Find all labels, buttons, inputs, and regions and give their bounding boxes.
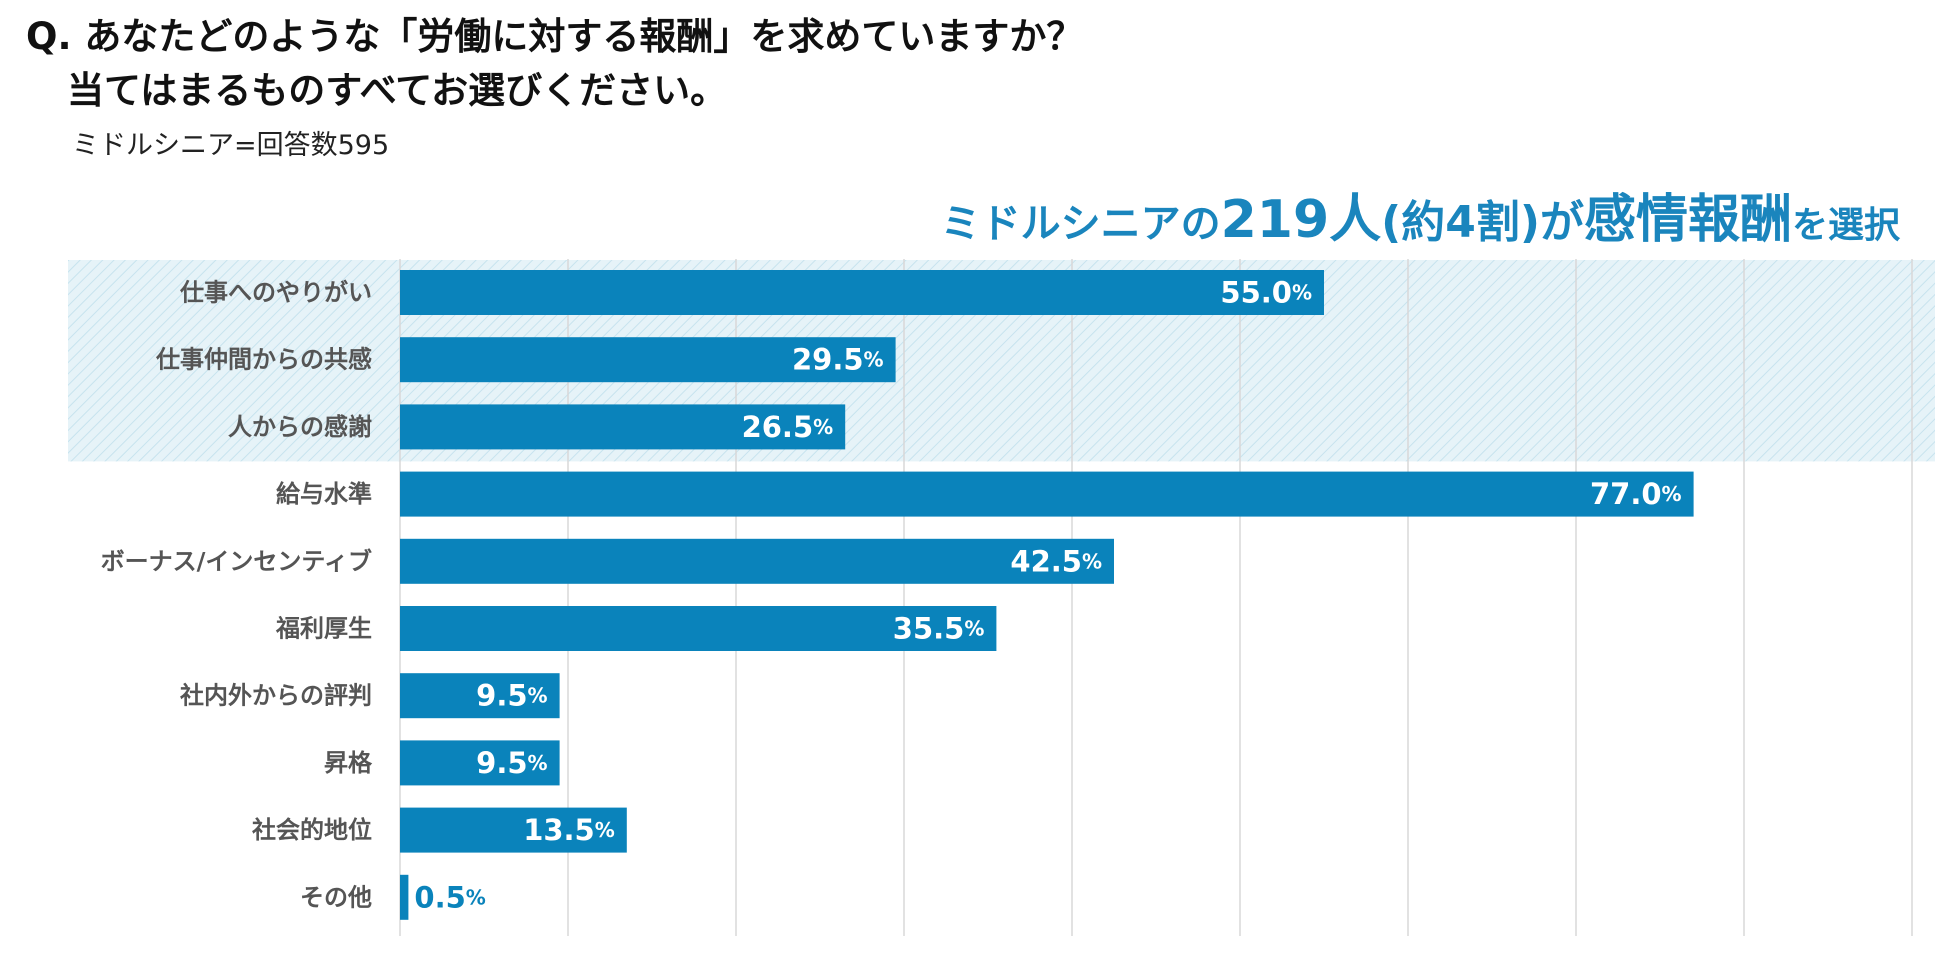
question-line-1: Q. あなたどのような「労働に対する報酬」を求めていますか？ xyxy=(26,15,1084,58)
category-label: 仕事へのやりがい xyxy=(179,279,372,307)
category-label: 福利厚生 xyxy=(275,615,372,643)
value-label: 26.5% xyxy=(742,410,834,444)
value-label: 42.5% xyxy=(1010,544,1102,578)
bar xyxy=(400,471,1694,517)
category-label: 社内外からの評判 xyxy=(180,682,372,710)
headline-part-1: ミドルシニアの xyxy=(940,201,1221,247)
bar xyxy=(400,270,1324,315)
value-label: 13.5% xyxy=(523,813,615,847)
value-label: 9.5% xyxy=(476,746,547,780)
category-label: ボーナス/インセンティブ xyxy=(101,547,372,575)
sample-size-note: ミドルシニア=回答数595 xyxy=(72,130,390,161)
value-label: 29.5% xyxy=(792,343,884,377)
headline-part-6: を選択 xyxy=(1791,205,1900,246)
bar xyxy=(400,740,560,786)
category-label: 人からの感謝 xyxy=(228,413,372,441)
bar xyxy=(400,337,896,383)
headline-part-2: 219人 xyxy=(1220,190,1382,250)
value-label: 9.5% xyxy=(476,679,547,713)
question-line-2: 当てはまるものすべてお選びください。 xyxy=(67,69,728,112)
value-label: 35.5% xyxy=(893,612,985,646)
question-title: Q. あなたどのような「労働に対する報酬」を求めていますか？ 当てはまるものすべ… xyxy=(26,10,1083,118)
headline-part-3: (約4割) xyxy=(1381,197,1540,248)
bar xyxy=(400,673,560,719)
bar xyxy=(400,606,997,651)
value-label: 55.0% xyxy=(1220,276,1312,310)
headline-part-5: 感情報酬 xyxy=(1583,190,1792,250)
value-label: 77.0% xyxy=(1590,477,1682,511)
value-label: 0.5% xyxy=(414,880,485,914)
bar xyxy=(400,404,846,450)
category-label: 社会的地位 xyxy=(252,816,372,844)
bar xyxy=(400,874,409,920)
bar xyxy=(400,538,1114,584)
category-label: 仕事仲間からの共感 xyxy=(155,346,372,374)
headline-part-4: が xyxy=(1539,197,1584,248)
bar xyxy=(400,807,627,853)
chart-headline: ミドルシニアの219人(約4割)が感情報酬を選択 xyxy=(941,188,1900,258)
category-label: その他 xyxy=(300,883,372,911)
category-label: 昇格 xyxy=(324,749,373,777)
category-label: 給与水準 xyxy=(276,480,372,508)
